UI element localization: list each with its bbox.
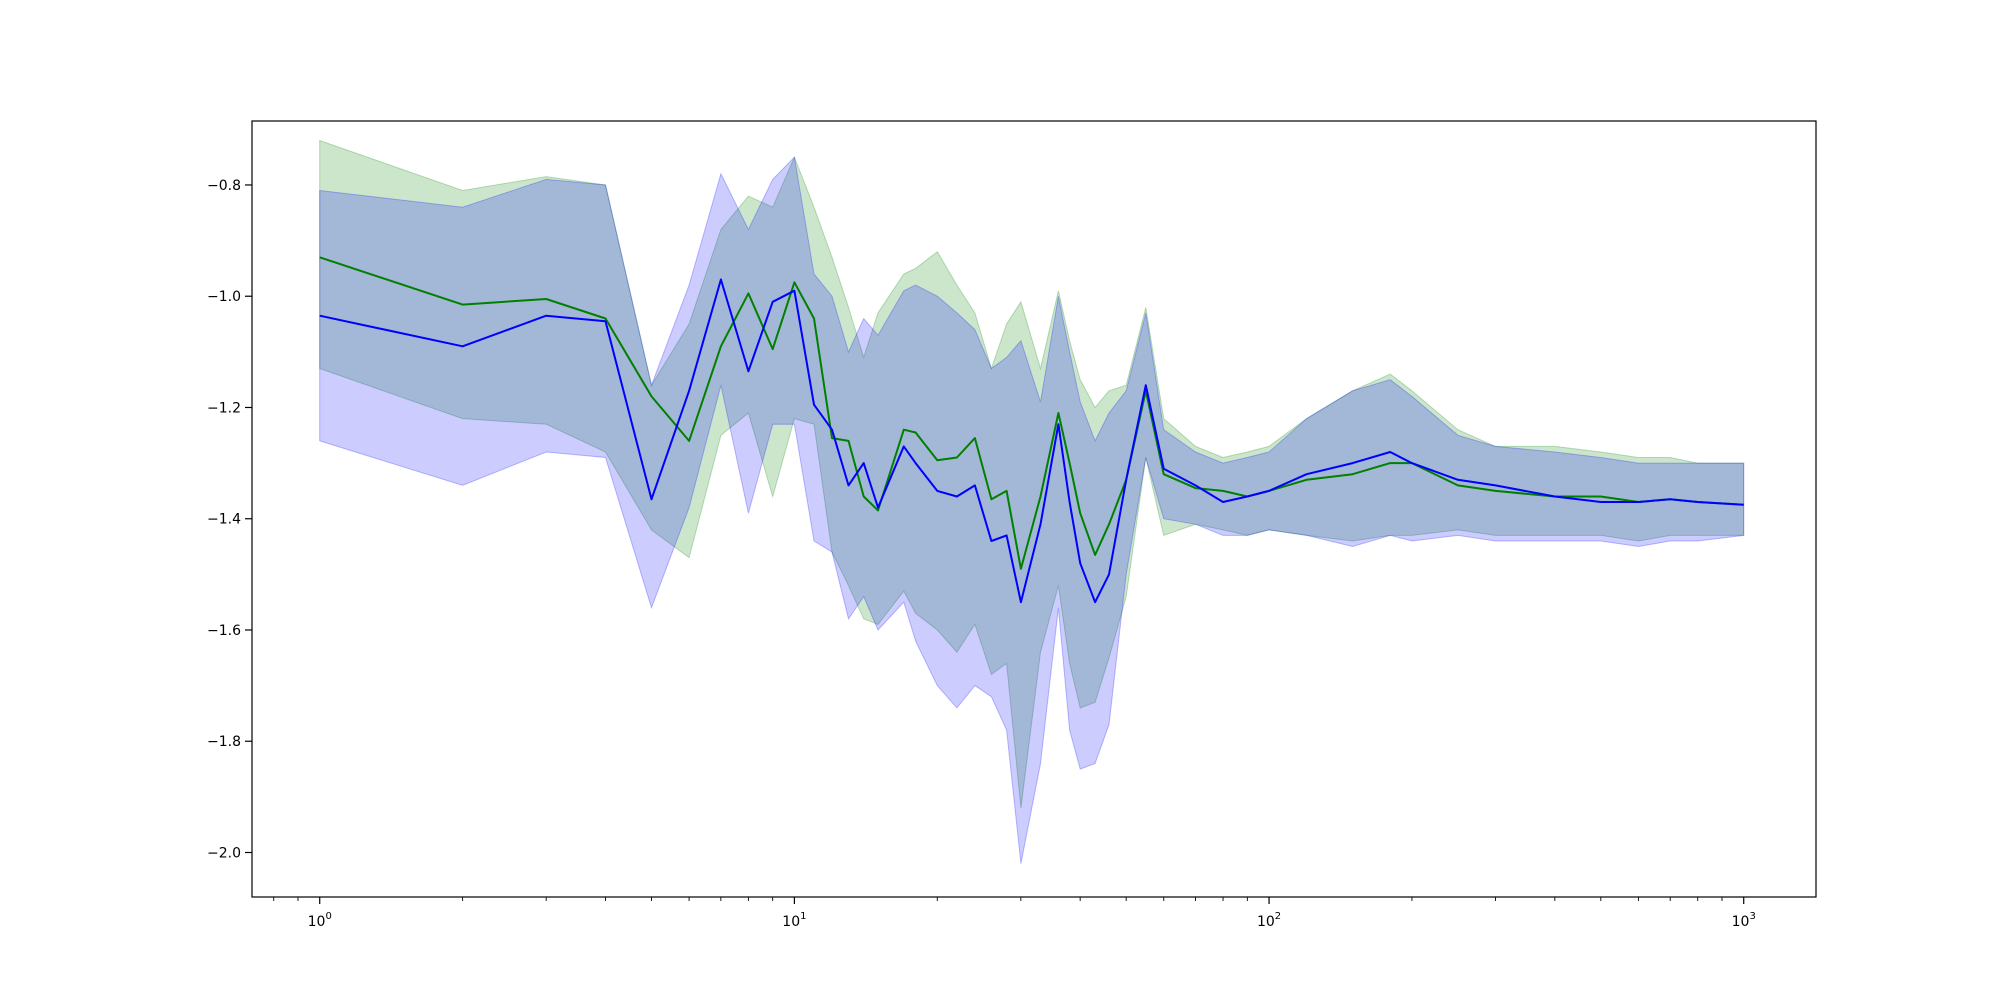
mean-lines bbox=[319, 256, 1744, 604]
x-tick-label: 101 bbox=[782, 911, 806, 930]
x-tick-exponent: 1 bbox=[800, 911, 806, 922]
x-tick-label: 103 bbox=[1732, 911, 1756, 930]
x-tick-label: 100 bbox=[308, 911, 332, 930]
y-tick-label: −1.4 bbox=[207, 512, 241, 528]
x-axis: 100 101 102 103 bbox=[273, 897, 1756, 930]
x-tick-base: 10 bbox=[308, 914, 326, 930]
x-tick-exponent: 0 bbox=[325, 911, 331, 922]
y-tick-label: −0.8 bbox=[207, 178, 241, 194]
plot-frame bbox=[251, 120, 1817, 898]
y-tick-label: −2.0 bbox=[207, 845, 241, 861]
series-1-band bbox=[319, 156, 1745, 864]
y-tick-label: −1.6 bbox=[207, 623, 241, 639]
y-tick-label: −1.0 bbox=[207, 289, 241, 305]
x-tick-base: 10 bbox=[782, 914, 800, 930]
x-tick-label: 102 bbox=[1257, 911, 1281, 930]
series-0-band bbox=[319, 139, 1745, 809]
x-tick-base: 10 bbox=[1732, 914, 1750, 930]
y-tick-label: −1.8 bbox=[207, 734, 241, 750]
x-tick-exponent: 2 bbox=[1275, 911, 1281, 922]
y-tick-label: −1.2 bbox=[207, 400, 241, 416]
confidence-bands bbox=[319, 139, 1745, 864]
x-tick-exponent: 3 bbox=[1749, 911, 1755, 922]
series-1-line bbox=[319, 278, 1744, 604]
y-axis: −0.8 −1.0 −1.2 −1.4 −1.6 −1.8 −2.0 bbox=[207, 178, 252, 861]
x-tick-base: 10 bbox=[1257, 914, 1275, 930]
